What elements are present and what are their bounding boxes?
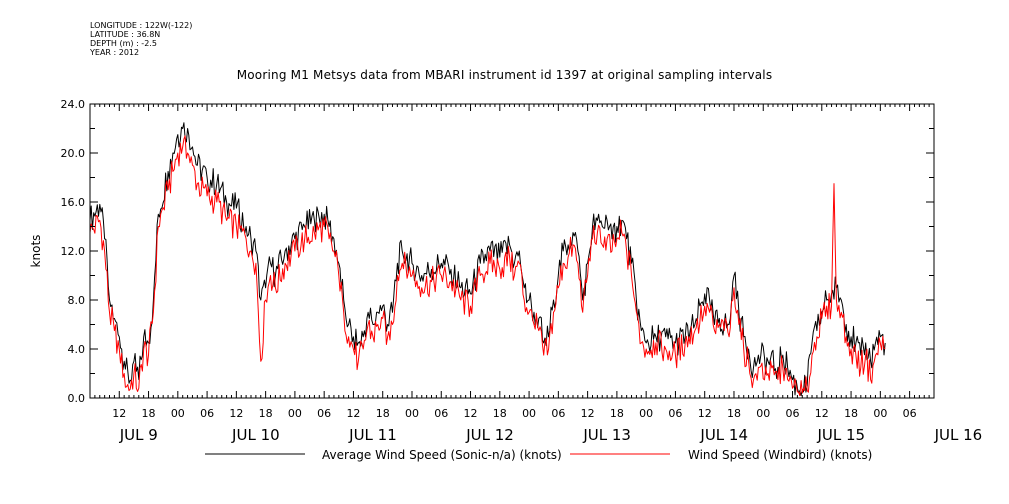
x-day-label: JUL 10 — [231, 426, 280, 444]
x-hour-label: 12 — [464, 407, 478, 420]
x-hour-label: 00 — [639, 407, 653, 420]
x-hour-label: 06 — [434, 407, 448, 420]
y-axis-label: knots — [29, 235, 43, 268]
x-hour-label: 12 — [346, 407, 360, 420]
legend-label-average-wind: Average Wind Speed (Sonic-n/a) (knots) — [322, 448, 562, 462]
chart-title: Mooring M1 Metsys data from MBARI instru… — [236, 68, 773, 82]
x-hour-label: 18 — [844, 407, 858, 420]
y-tick-label: 16.0 — [61, 196, 86, 209]
x-day-label: JUL 14 — [699, 426, 748, 444]
x-hour-label: 00 — [405, 407, 419, 420]
x-day-label: JUL 9 — [119, 426, 158, 444]
x-hour-label: 12 — [229, 407, 243, 420]
x-hour-label: 12 — [112, 407, 126, 420]
x-hour-label: 18 — [142, 407, 156, 420]
x-hour-label: 12 — [815, 407, 829, 420]
x-hour-label: 06 — [200, 407, 214, 420]
metadata-block: LONGITUDE : 122W(-122) LATITUDE : 36.8N … — [90, 21, 192, 57]
x-hour-label: 18 — [727, 407, 741, 420]
y-tick-label: 12.0 — [61, 245, 86, 258]
x-hour-label: 18 — [376, 407, 390, 420]
x-hour-label: 06 — [786, 407, 800, 420]
x-hour-label: 18 — [610, 407, 624, 420]
y-tick-label: 4.0 — [68, 343, 86, 356]
meta-depth: DEPTH (m) : -2.5 — [90, 39, 157, 48]
x-hour-label: 12 — [698, 407, 712, 420]
x-hour-label: 00 — [288, 407, 302, 420]
x-hour-label: 00 — [171, 407, 185, 420]
x-hour-label: 06 — [317, 407, 331, 420]
x-day-label: JUL 11 — [348, 426, 397, 444]
x-hour-label: 00 — [756, 407, 770, 420]
legend-label-windbird: Wind Speed (Windbird) (knots) — [688, 448, 872, 462]
x-hour-label: 18 — [259, 407, 273, 420]
meta-longitude: LONGITUDE : 122W(-122) — [90, 21, 193, 30]
meta-year: YEAR : 2012 — [90, 48, 140, 57]
x-hour-label: 06 — [903, 407, 917, 420]
x-hour-label: 06 — [551, 407, 565, 420]
x-day-label: JUL 16 — [934, 426, 983, 444]
x-day-label: JUL 12 — [465, 426, 514, 444]
series-average-wind-line — [89, 122, 886, 397]
x-hour-label: 00 — [522, 407, 536, 420]
x-hour-label: 18 — [493, 407, 507, 420]
x-hour-label: 06 — [668, 407, 682, 420]
x-hour-label: 12 — [581, 407, 595, 420]
series-windbird-line — [89, 135, 886, 397]
y-tick-label: 8.0 — [68, 294, 86, 307]
x-day-label: JUL 15 — [816, 426, 865, 444]
y-tick-label: 20.0 — [61, 147, 86, 160]
x-day-label: JUL 13 — [582, 426, 631, 444]
y-tick-label: 24.0 — [61, 98, 86, 111]
meta-latitude: LATITUDE : 36.8N — [90, 30, 161, 39]
y-tick-label: 0.0 — [68, 392, 86, 405]
x-hour-label: 00 — [873, 407, 887, 420]
